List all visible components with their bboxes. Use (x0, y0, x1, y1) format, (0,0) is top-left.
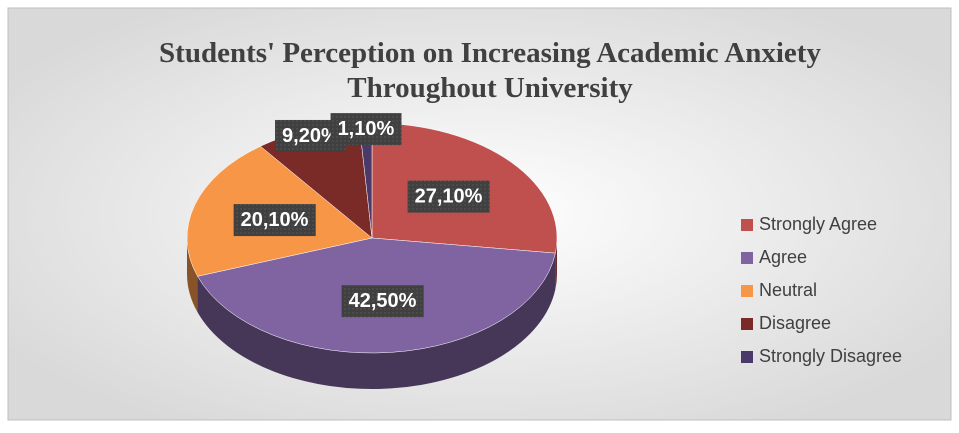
legend-label: Agree (759, 247, 807, 267)
data-label-group: 20,10% (233, 204, 316, 237)
legend-swatch (741, 219, 753, 231)
data-label-box (233, 204, 316, 237)
legend-swatch (741, 252, 753, 264)
pie-slice-side (555, 238, 557, 290)
data-label-group: 1,10% (330, 113, 402, 146)
legend-label: Disagree (759, 313, 831, 333)
legend-label: Strongly Agree (759, 214, 877, 234)
legend-label: Neutral (759, 280, 817, 300)
legend-swatch (741, 318, 753, 330)
pie-slice-side (197, 253, 556, 390)
chart-title: Students' Perception on Increasing Acade… (159, 37, 821, 104)
data-label: 9,20% (282, 125, 339, 147)
data-label-box (341, 285, 424, 318)
data-label-box (330, 113, 402, 146)
legend-label: Strongly Disagree (759, 346, 902, 366)
data-label: 42,50% (349, 290, 417, 312)
legend-swatch (741, 351, 753, 363)
data-label-group: 27,10% (407, 180, 490, 213)
data-label: 20,10% (241, 209, 309, 231)
legend-swatch (741, 285, 753, 297)
data-label-group: 42,50% (341, 285, 424, 318)
data-label: 27,10% (415, 186, 483, 208)
data-label: 1,10% (338, 118, 395, 140)
pie-slice-side (187, 238, 198, 313)
data-label-box (407, 180, 490, 213)
